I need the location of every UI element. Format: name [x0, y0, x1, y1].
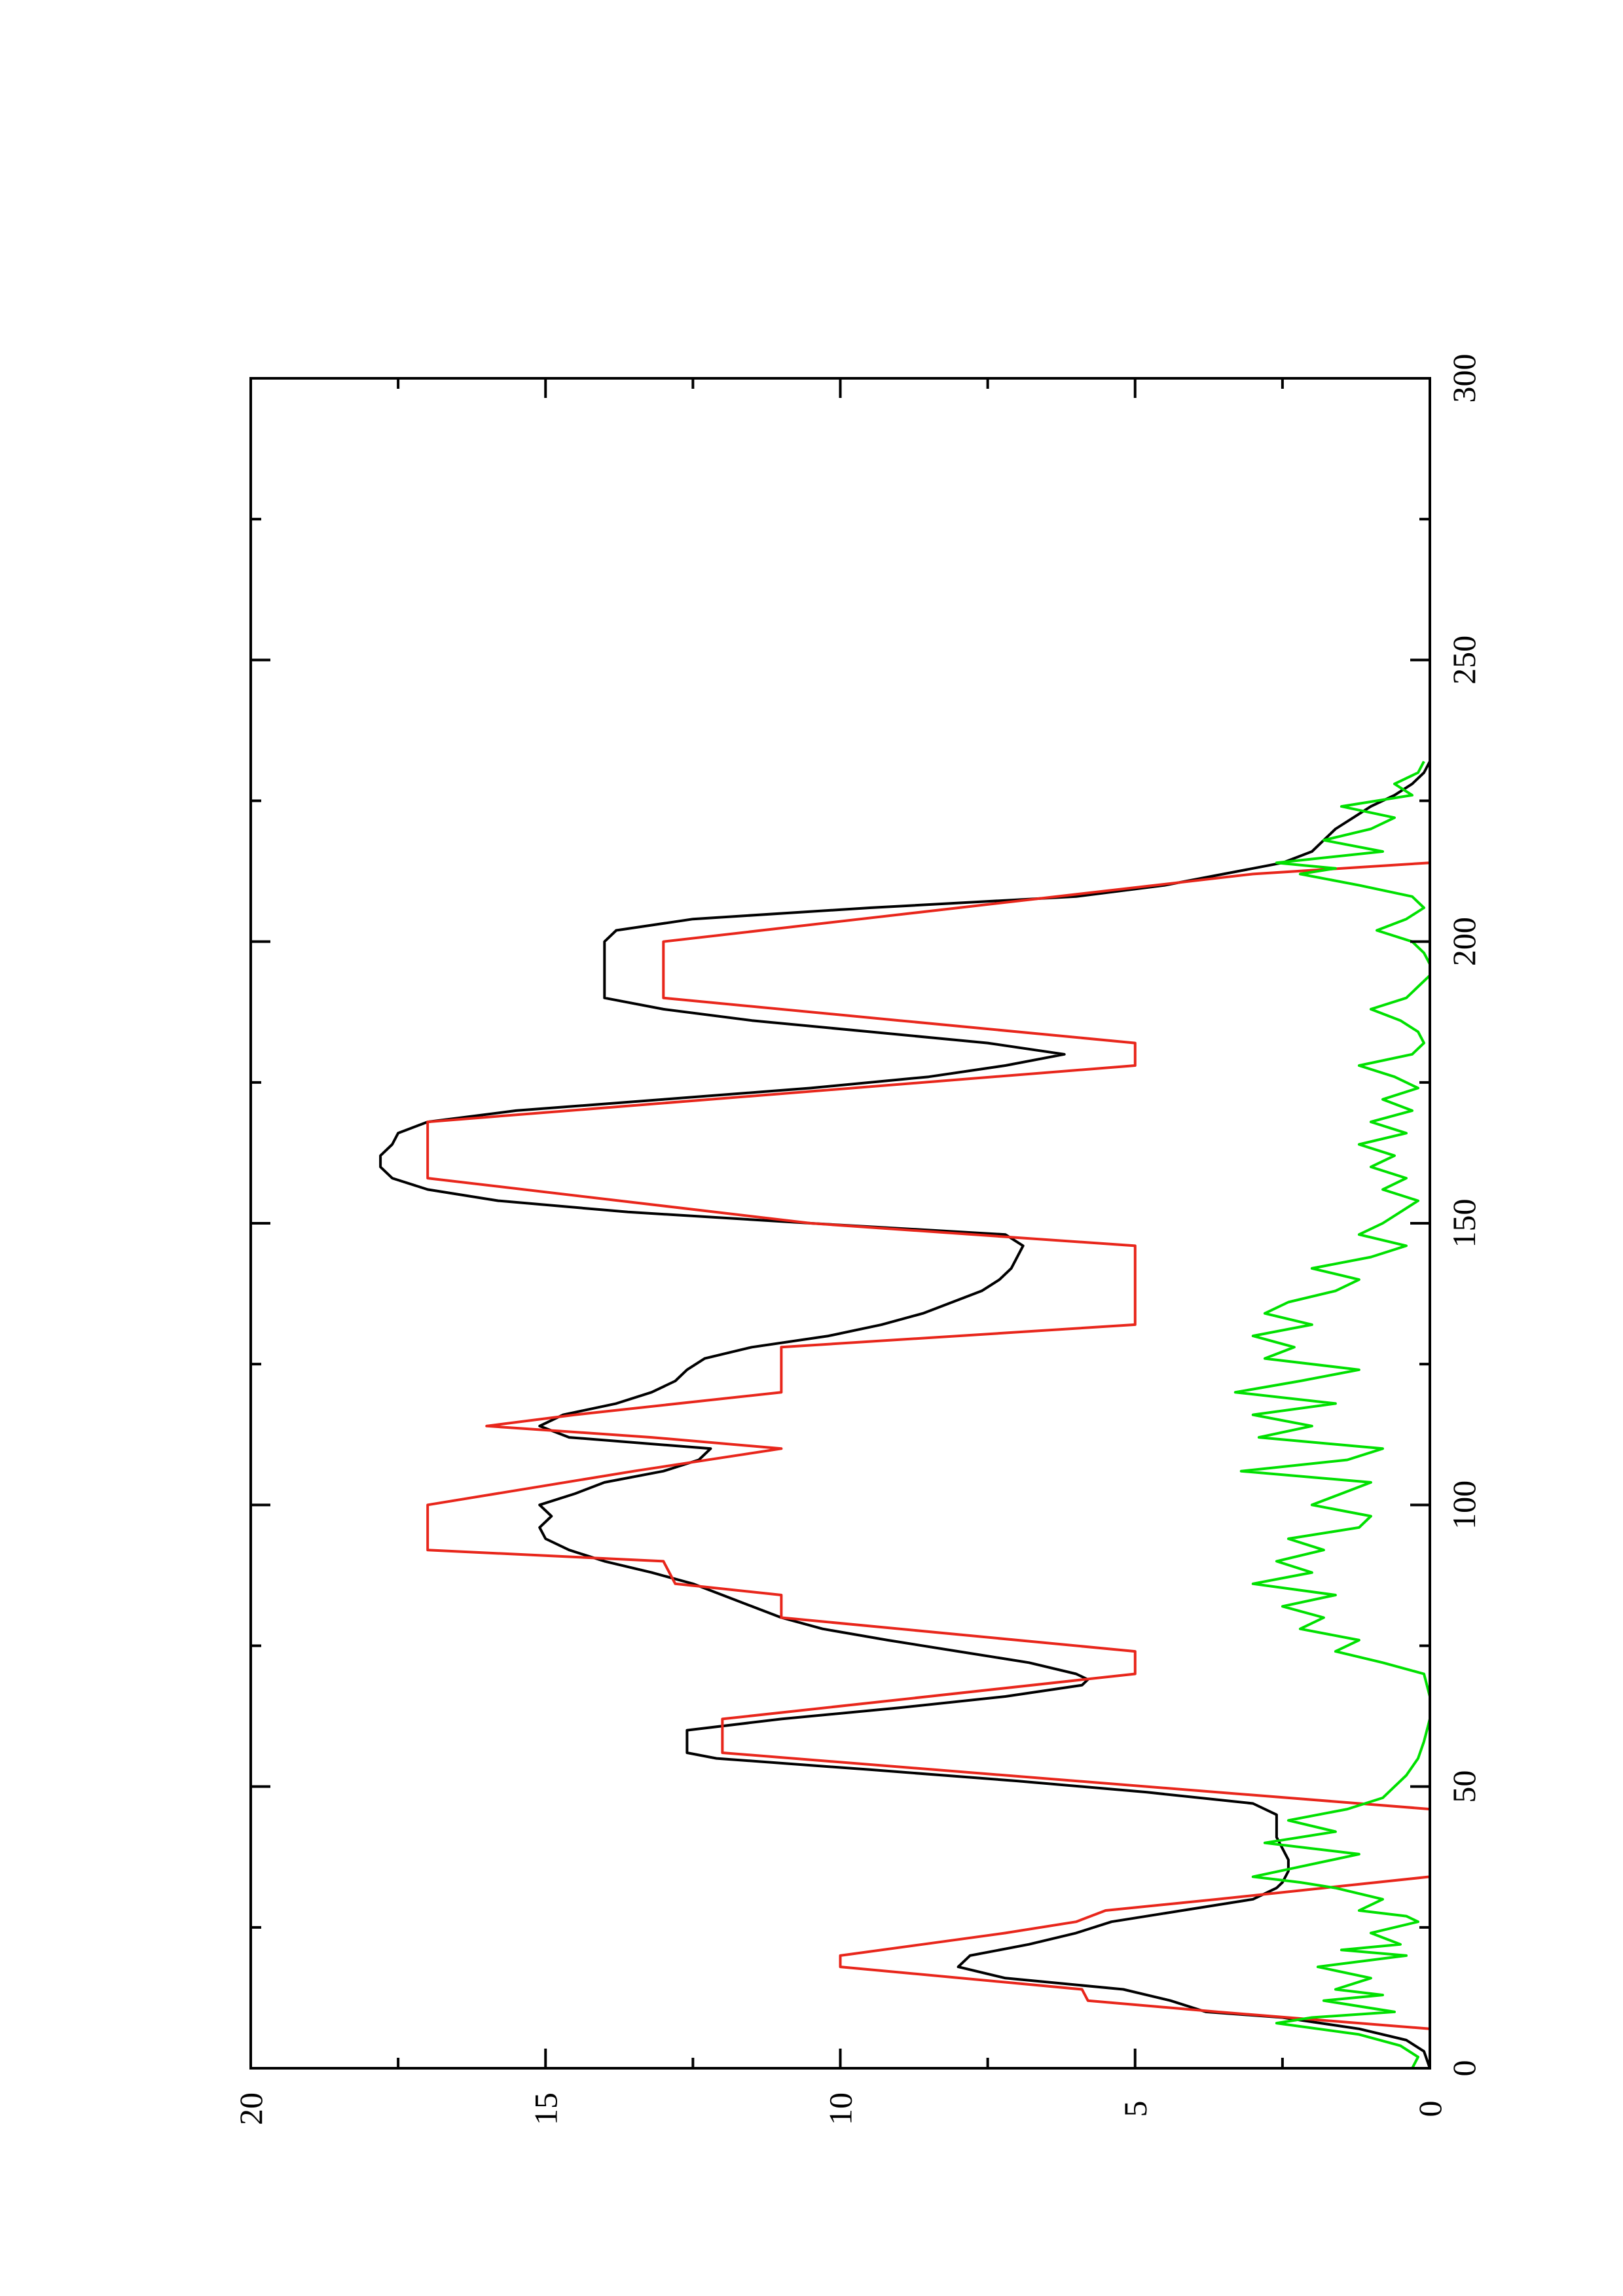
series-line-2	[426, 861, 1431, 2068]
x-tick-label: 150	[1446, 1199, 1482, 1248]
axis-ticks	[249, 377, 1431, 2070]
series-line-1	[379, 761, 1431, 2069]
plot-lines	[379, 761, 1431, 2069]
x-tick-label: 100	[1446, 1480, 1482, 1530]
x-tick-label: 250	[1446, 636, 1482, 685]
plot-frame	[249, 377, 1431, 2070]
x-tick-label: 300	[1446, 354, 1482, 403]
x-tick-label: 50	[1446, 1770, 1482, 1803]
x-tick-label: 0	[1446, 2060, 1482, 2077]
y-tick-label: 15	[527, 2092, 564, 2125]
y-tick-label: 0	[1412, 2101, 1448, 2117]
y-tick-label: 5	[1117, 2101, 1154, 2117]
tick-labels: 0 50 100 150 200 250 300 0 5 10 15 20	[232, 354, 1482, 2126]
y-tick-label: 10	[822, 2092, 859, 2125]
y-tick-label: 20	[232, 2092, 269, 2125]
x-tick-label: 200	[1446, 917, 1482, 966]
series-line-3	[1233, 761, 1431, 2069]
